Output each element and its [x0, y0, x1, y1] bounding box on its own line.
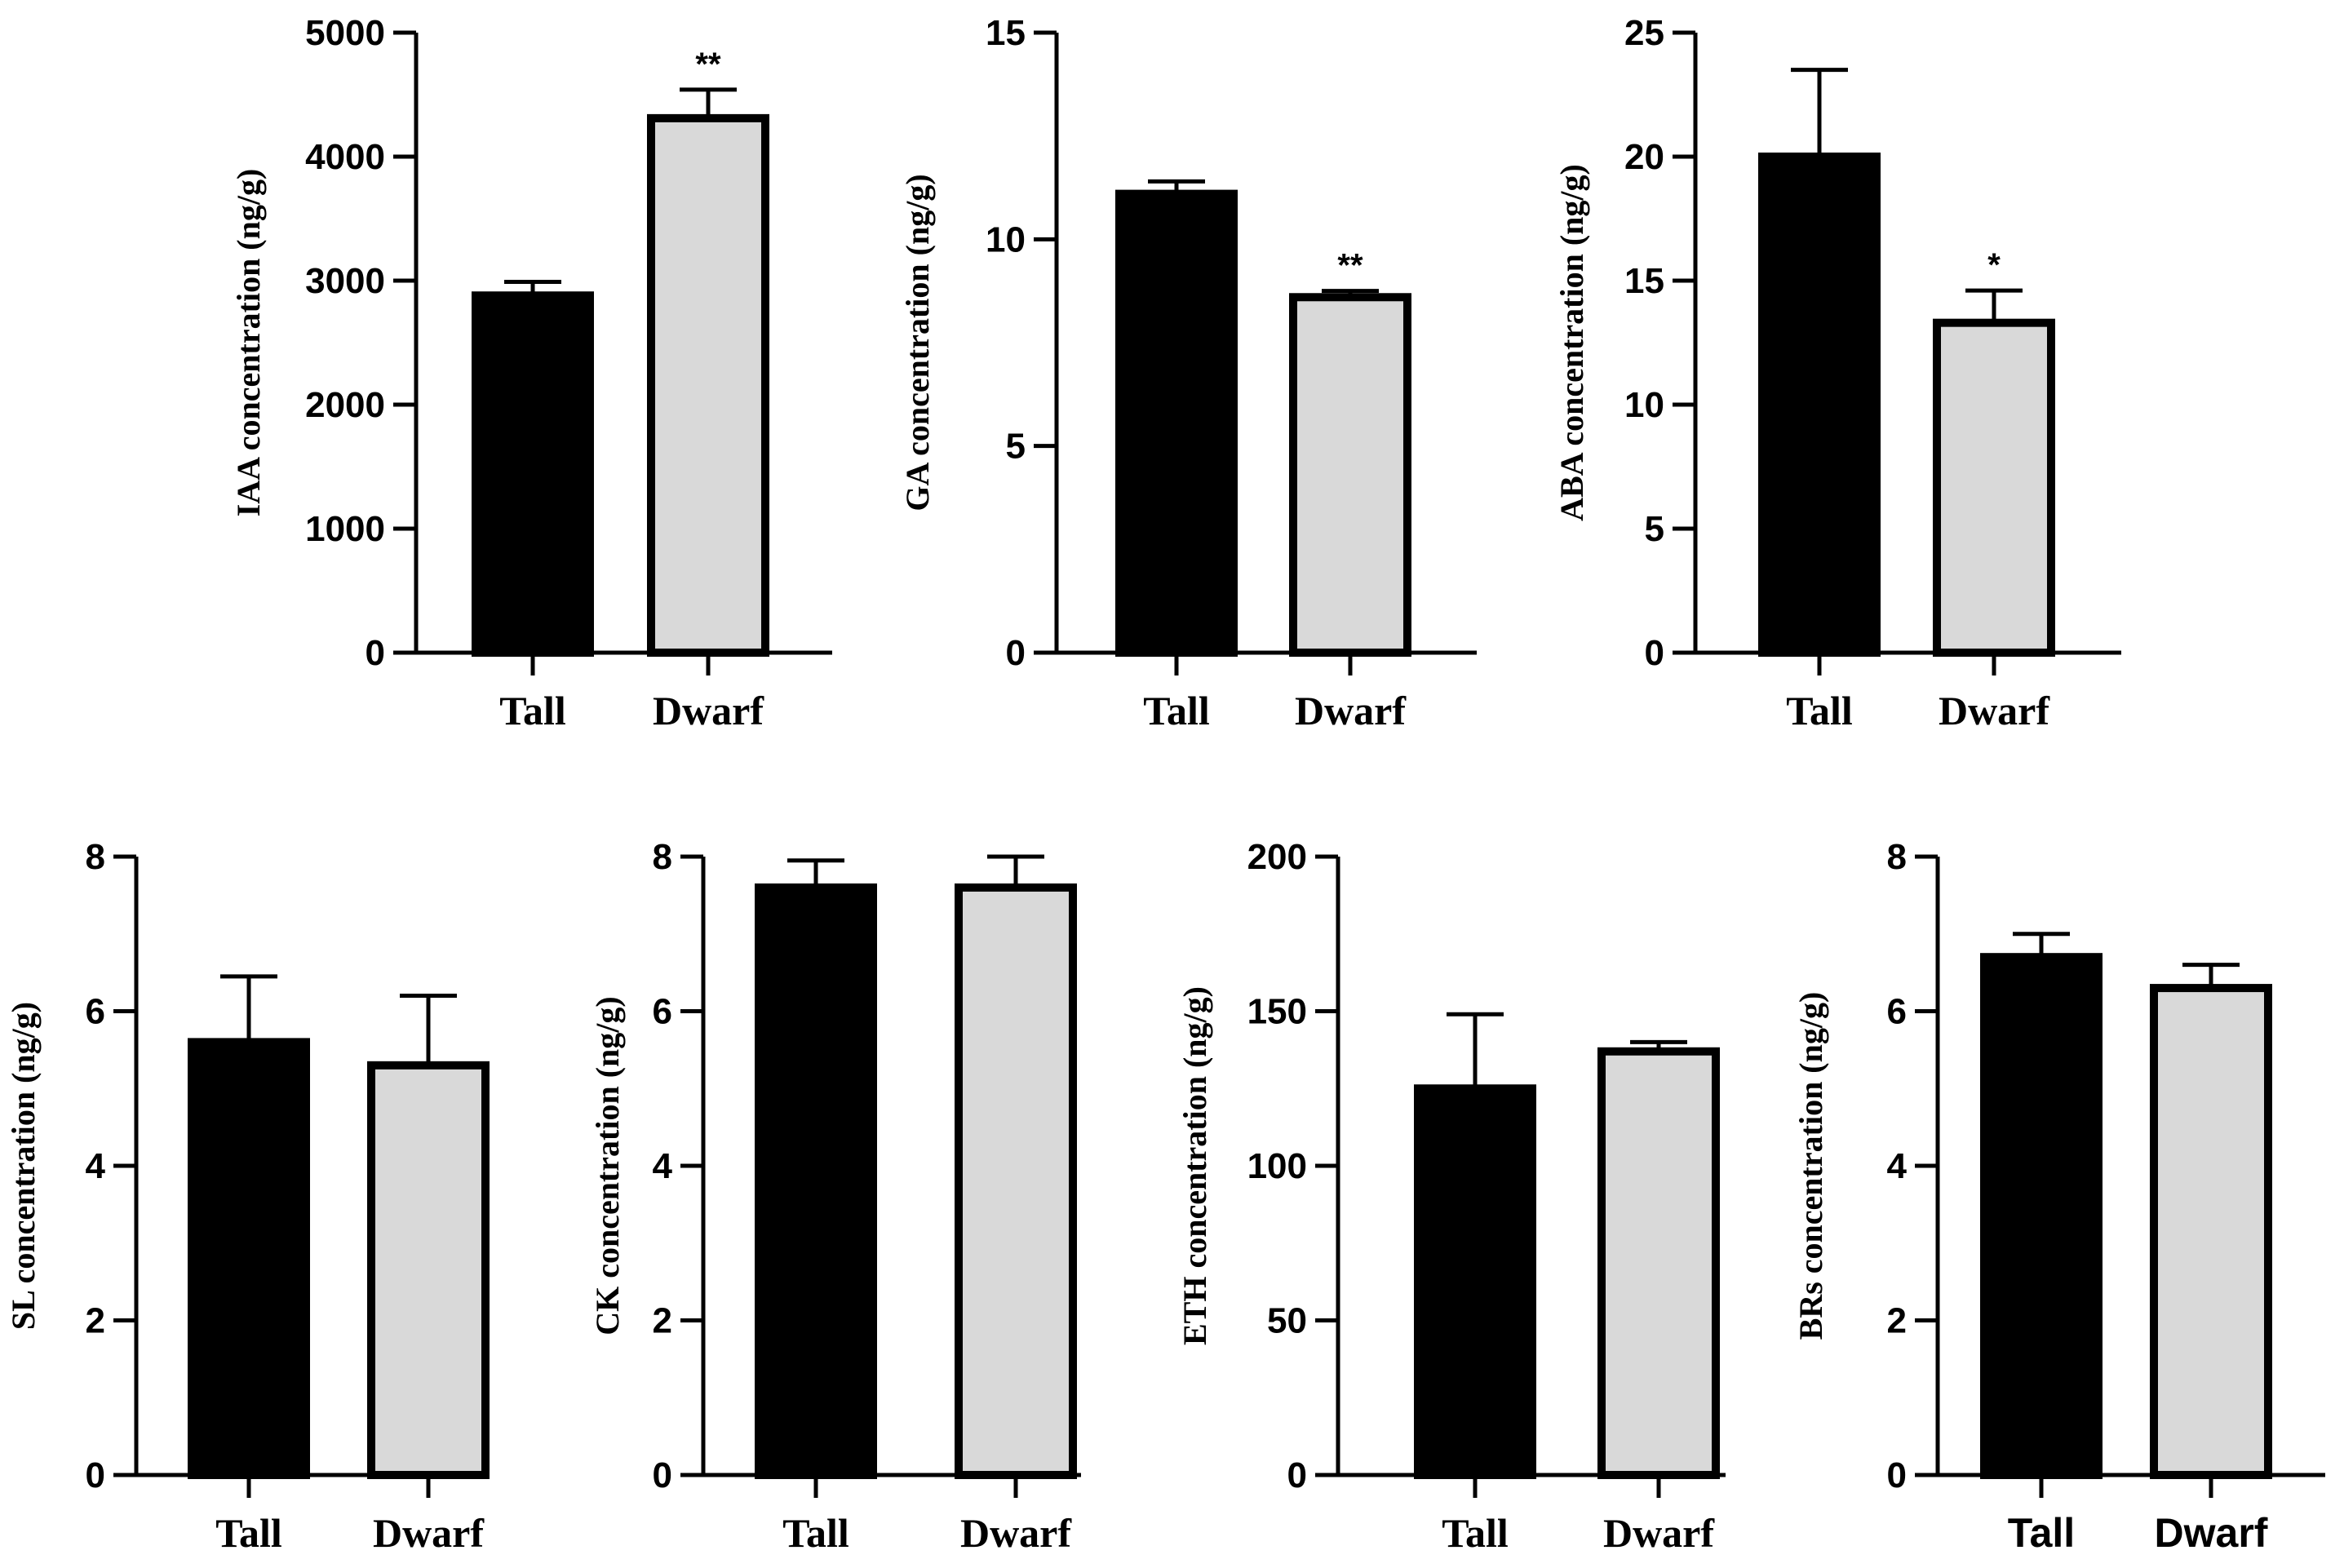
chart-panel-1: 0 1000 2000 3000 4000 5000 Tall Dwarf ** IAA conc… — [230, 13, 832, 733]
y-tick-label: 0 — [653, 1455, 672, 1495]
bar-tall — [1414, 1084, 1536, 1479]
bar-dwarf — [1597, 1047, 1720, 1479]
y-axis-title: GA concentration (ng/g) — [899, 174, 936, 511]
y-tick-label: 2 — [653, 1301, 672, 1341]
y-tick-label: 8 — [86, 837, 105, 877]
x-tick-label-tall: Tall — [1143, 688, 1210, 733]
chart-panel-3: 0 5 10 15 20 25 Tall Dwarf * ABA concentration (n… — [1553, 13, 2121, 733]
y-tick-label: 6 — [1887, 992, 1907, 1032]
bar-tall — [755, 883, 877, 1479]
y-tick-label: 0 — [1006, 633, 1026, 673]
chart-panel-6: 0 50 100 150 200 Tall Dwarf ETH concentration (… — [1176, 837, 1726, 1556]
y-axis-title: BRs concentration (ng/g) — [1792, 992, 1829, 1340]
y-axis-title: CK concentration (ng/g) — [589, 996, 626, 1335]
x-tick-label-tall: Tall — [2008, 1510, 2075, 1556]
x-tick-label-tall: Tall — [1786, 688, 1853, 733]
significance-label: * — [1987, 247, 2001, 283]
bar-tall — [1758, 153, 1881, 657]
chart-panel-4: 0 2 4 6 8 Tall Dwarf SL concentration (ng/g) — [5, 837, 490, 1556]
y-axis-title: ETH concentration (ng/g) — [1176, 986, 1213, 1345]
significance-label: ** — [1337, 248, 1363, 284]
bar-dwarf — [2150, 984, 2272, 1479]
y-axis-title: ABA concentration (ng/g) — [1553, 164, 1590, 521]
bar-dwarf — [1933, 318, 2055, 657]
bar-tall — [472, 291, 594, 657]
x-tick-label-dwarf: Dwarf — [373, 1510, 485, 1556]
y-tick-label: 4000 — [305, 137, 385, 177]
y-tick-label: 5000 — [305, 13, 385, 53]
chart-panel-5: 0 2 4 6 8 Tall Dwarf CK concentration (ng/g) — [589, 837, 1081, 1556]
bar-dwarf — [1289, 293, 1411, 657]
bar-tall — [1980, 953, 2103, 1480]
y-tick-label: 10 — [986, 219, 1026, 259]
y-tick-label: 0 — [86, 1455, 105, 1495]
y-tick-label: 0 — [1887, 1455, 1907, 1495]
y-tick-label: 5 — [1006, 427, 1026, 467]
y-tick-label: 25 — [1624, 13, 1664, 53]
bar-dwarf — [955, 883, 1077, 1479]
y-tick-label: 50 — [1267, 1301, 1307, 1341]
y-tick-label: 0 — [366, 633, 385, 673]
x-tick-label-tall: Tall — [1442, 1510, 1509, 1556]
bar-dwarf — [367, 1061, 490, 1479]
y-tick-label: 4 — [653, 1146, 673, 1186]
x-tick-label-dwarf: Dwarf — [1295, 688, 1407, 733]
significance-label: ** — [695, 47, 721, 82]
y-tick-label: 0 — [1287, 1455, 1307, 1495]
chart-panel-7: 0 2 4 6 8 Tall Dwarf BRs concentration (ng/g) — [1792, 837, 2325, 1556]
y-tick-label: 1000 — [305, 509, 385, 549]
y-axis-title: IAA concentration (ng/g) — [230, 169, 267, 517]
y-tick-label: 6 — [653, 992, 672, 1032]
y-tick-label: 4 — [1887, 1146, 1908, 1186]
y-tick-label: 6 — [86, 992, 105, 1032]
x-tick-label-dwarf: Dwarf — [1939, 688, 2050, 733]
x-tick-label-tall: Tall — [499, 688, 566, 733]
x-tick-label-tall: Tall — [215, 1510, 282, 1556]
y-tick-label: 8 — [653, 837, 672, 877]
bar-tall — [1115, 189, 1238, 658]
x-tick-label-dwarf: Dwarf — [653, 688, 764, 733]
bar-dwarf — [647, 113, 769, 657]
x-tick-label-dwarf: Dwarf — [960, 1510, 1072, 1556]
y-tick-label: 8 — [1887, 837, 1907, 877]
x-tick-label-tall: Tall — [782, 1510, 849, 1556]
y-tick-label: 100 — [1247, 1146, 1307, 1186]
y-tick-label: 2000 — [305, 385, 385, 425]
x-tick-label-dwarf: Dwarf — [1603, 1510, 1715, 1556]
y-tick-label: 20 — [1624, 137, 1664, 177]
y-tick-label: 3000 — [305, 261, 385, 301]
y-tick-label: 150 — [1247, 992, 1307, 1032]
y-tick-label: 2 — [1887, 1301, 1907, 1341]
y-tick-label: 4 — [86, 1146, 106, 1186]
y-tick-label: 15 — [986, 13, 1026, 53]
bar-tall — [188, 1038, 310, 1479]
chart-panel-2: 0 5 10 15 Tall Dwarf ** GA concentration (ng/g) — [899, 13, 1477, 733]
y-tick-label: 200 — [1247, 837, 1307, 877]
y-tick-label: 2 — [86, 1301, 105, 1341]
y-axis-title: SL concentration (ng/g) — [5, 1002, 42, 1330]
y-tick-label: 15 — [1624, 261, 1664, 301]
y-tick-label: 5 — [1645, 509, 1664, 549]
y-tick-label: 0 — [1645, 633, 1664, 673]
y-tick-label: 10 — [1624, 385, 1664, 425]
x-tick-label-dwarf: Dwarf — [2155, 1510, 2268, 1556]
